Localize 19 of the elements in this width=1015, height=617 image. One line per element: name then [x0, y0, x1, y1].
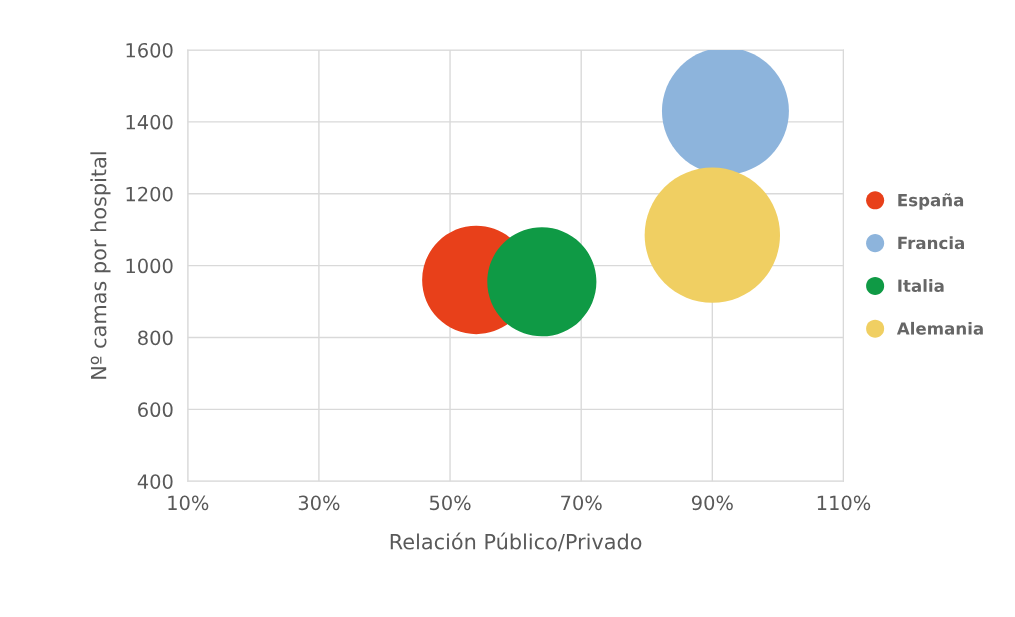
x-axis-title: Relación Público/Privado [390, 532, 642, 552]
y-axis-title: Nº camas por hospital [90, 152, 111, 379]
legend-label: España [898, 193, 964, 210]
x-tick-label: 50% [429, 495, 471, 511]
y-tick-label: 600 [138, 402, 173, 418]
y-tick-label: 1200 [126, 186, 173, 202]
y-tick-label: 400 [137, 474, 173, 489]
y-tick-label: 1000 [126, 258, 173, 274]
x-tick-label: 10% [168, 495, 209, 511]
x-tick-label: 110% [817, 495, 871, 511]
y-tick-label: 1400 [126, 114, 173, 130]
legend-label: Francia [898, 236, 964, 250]
x-tick-label: 70% [561, 495, 602, 511]
x-tick-label: 90% [691, 495, 733, 511]
legend-label: Alemania [896, 321, 983, 335]
x-tick-label: 30% [298, 495, 340, 511]
y-tick-label: 800 [138, 330, 173, 346]
legend-label: Italia [898, 279, 944, 292]
y-tick-label: 1600 [126, 42, 173, 58]
